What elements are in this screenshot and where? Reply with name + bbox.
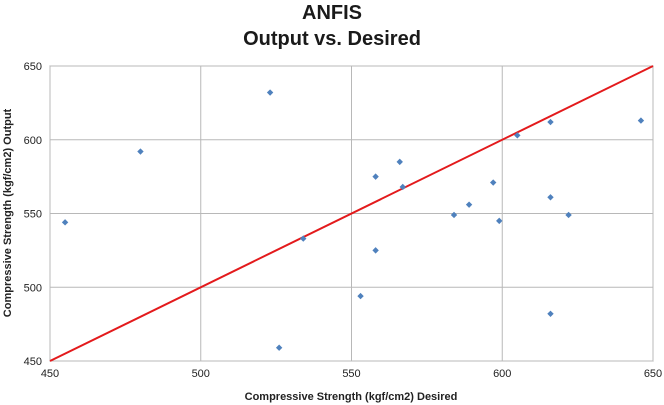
data-point — [496, 217, 503, 225]
data-point — [547, 194, 554, 201]
y-tick-label: 600 — [24, 135, 42, 147]
y-axis-label: Compressive Strength (kgf/cm2) Output — [2, 108, 14, 317]
x-tick-label: 500 — [192, 368, 210, 380]
data-point — [514, 132, 521, 139]
x-tick-label: 450 — [41, 368, 59, 380]
data-point — [547, 310, 554, 317]
data-point — [275, 344, 283, 351]
x-tick-label: 600 — [493, 368, 511, 380]
reference-line — [49, 65, 654, 362]
data-point — [637, 117, 645, 124]
data-points — [61, 89, 645, 351]
y-tick-label: 450 — [24, 356, 42, 368]
data-point — [300, 235, 307, 242]
data-point — [266, 89, 274, 96]
data-point — [547, 118, 554, 126]
y-tick-label: 500 — [24, 282, 42, 294]
x-tick-label: 650 — [644, 368, 662, 380]
data-point — [372, 173, 379, 180]
y-tick-labels: 450 500 550 600 650 — [24, 61, 42, 368]
data-point — [490, 179, 497, 186]
data-point — [357, 292, 364, 300]
data-point — [465, 201, 473, 208]
data-point — [372, 247, 379, 254]
y-tick-label: 550 — [24, 209, 42, 221]
x-axis-label: Compressive Strength (kgf/cm2) Desired — [245, 391, 458, 403]
data-point — [399, 183, 406, 191]
data-point — [137, 148, 144, 155]
data-point — [396, 158, 403, 166]
x-tick-labels: 450 500 550 600 650 — [41, 368, 662, 380]
x-tick-label: 550 — [342, 368, 360, 380]
data-point — [565, 211, 572, 219]
chart-subtitle: Output vs. Desired — [243, 28, 421, 50]
y-tick-label: 650 — [24, 61, 42, 73]
data-point — [61, 219, 69, 226]
chart-title: ANFIS — [302, 2, 362, 24]
data-point — [450, 211, 458, 219]
